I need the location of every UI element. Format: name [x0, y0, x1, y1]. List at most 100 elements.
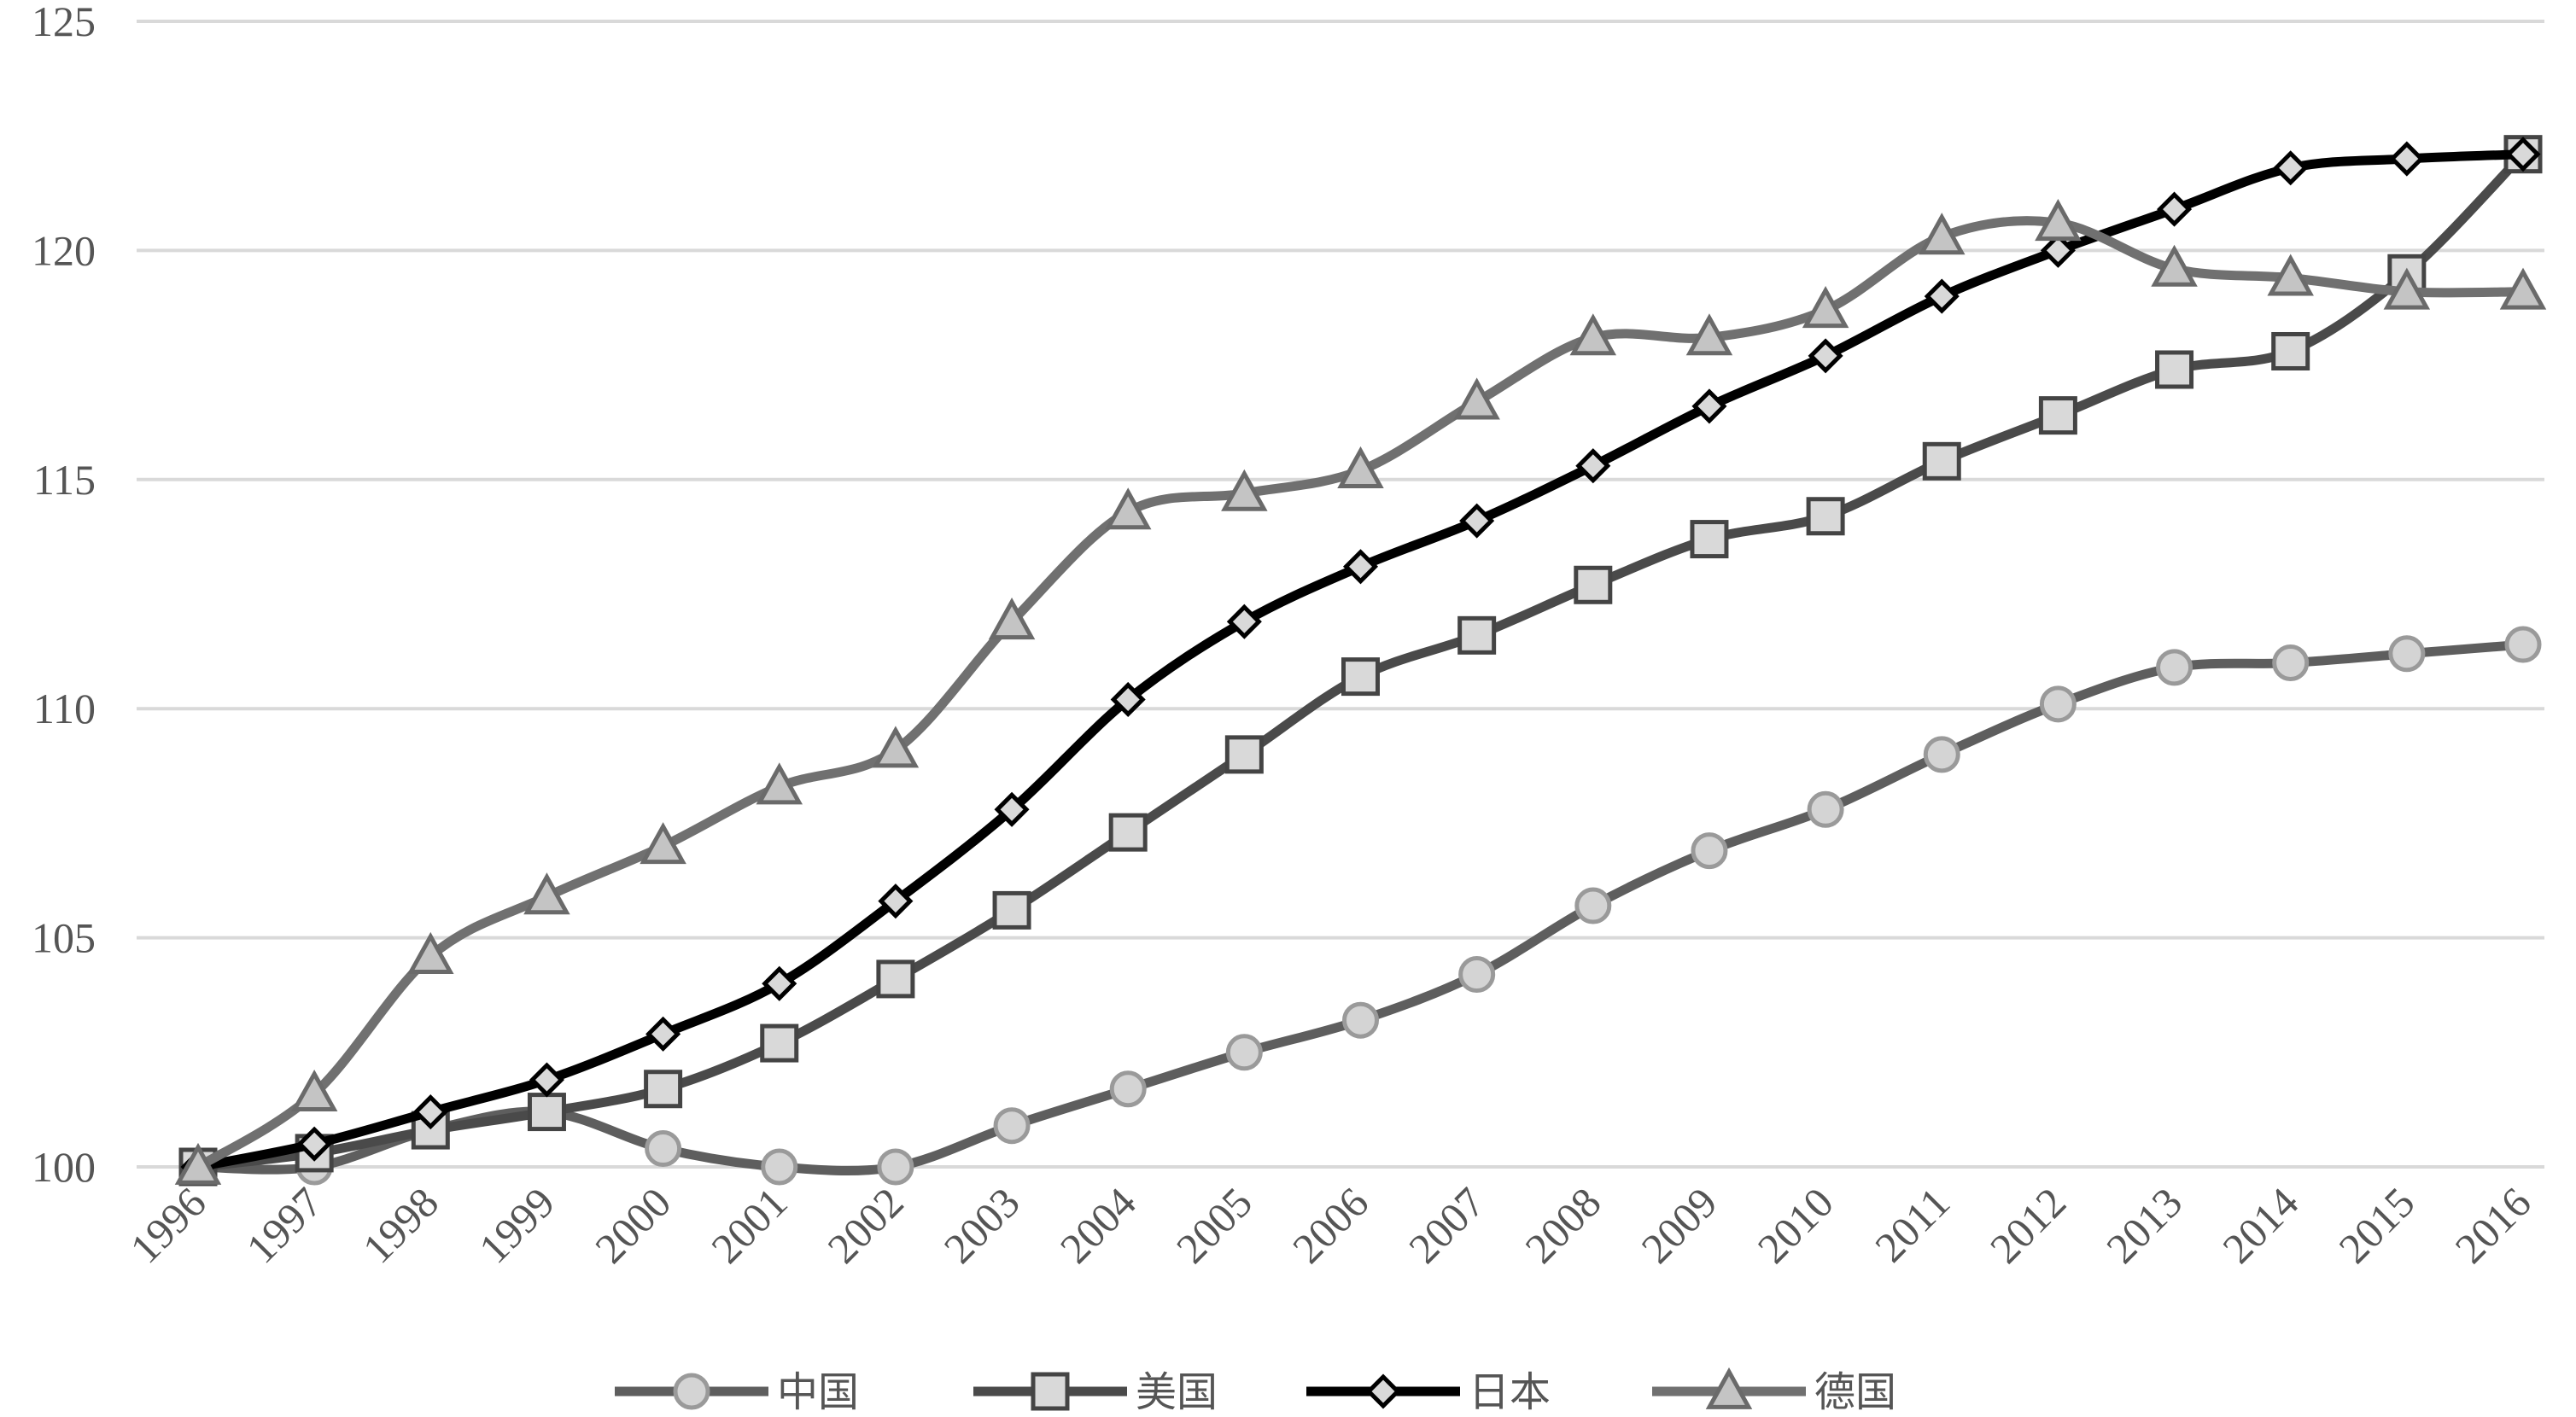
x-axis: 1996 1997 1998 1999 2000 2001 2002 2003 2004 2005… — [120, 1178, 2539, 1272]
y-tick-label: 110 — [33, 685, 96, 732]
data-point — [1342, 549, 1379, 585]
data-point — [2271, 331, 2310, 370]
data-point — [1691, 832, 1728, 870]
data-point — [877, 1148, 914, 1186]
data-point — [872, 726, 920, 768]
data-point — [1453, 377, 1500, 420]
x-tick-label: 1996 — [120, 1178, 214, 1272]
x-tick-label: 2001 — [702, 1178, 796, 1272]
data-point — [1458, 956, 1496, 994]
data-point — [762, 965, 797, 1001]
data-point — [1685, 313, 1733, 356]
data-point — [1110, 681, 1146, 717]
data-point — [645, 1016, 681, 1052]
data-point — [756, 762, 803, 805]
legend-item: 美国 — [973, 1368, 1218, 1416]
data-point — [1569, 313, 1617, 356]
data-point — [2272, 644, 2310, 682]
x-tick-label: 2014 — [2213, 1178, 2307, 1272]
legend-marker — [1031, 1372, 1070, 1411]
legend-label: 中国 — [777, 1368, 859, 1416]
data-point — [527, 1093, 566, 1132]
x-tick-label: 2008 — [1516, 1178, 1609, 1272]
data-point — [1342, 1001, 1379, 1039]
x-tick-label: 2015 — [2329, 1178, 2423, 1272]
data-point — [529, 1062, 564, 1098]
data-point — [1225, 1034, 1263, 1071]
data-point — [1574, 887, 1612, 924]
data-point — [2504, 626, 2542, 663]
x-tick-label: 1997 — [237, 1178, 331, 1272]
data-point — [1923, 736, 1960, 773]
x-tick-label: 2004 — [1051, 1178, 1145, 1272]
data-point — [645, 1130, 682, 1168]
x-tick-label: 2007 — [1399, 1178, 1493, 1272]
data-point — [988, 598, 1036, 640]
x-tick-label: 1999 — [470, 1178, 564, 1272]
legend-item: 日本 — [1306, 1368, 1551, 1416]
data-point — [2157, 191, 2193, 227]
y-axis: 100 105 110 115 120 125 — [32, 0, 96, 1191]
data-point — [1690, 520, 1729, 559]
data-point — [407, 931, 454, 974]
data-point — [2267, 254, 2314, 296]
x-tick-label: 2016 — [2445, 1178, 2539, 1272]
data-point — [1108, 813, 1148, 852]
x-tick-label: 2002 — [818, 1178, 912, 1272]
x-tick-label: 2009 — [1632, 1178, 1726, 1272]
data-point — [2388, 635, 2426, 673]
data-point — [1919, 213, 1966, 255]
x-tick-label: 2003 — [935, 1178, 1029, 1272]
data-point — [2389, 141, 2425, 177]
y-tick-label: 105 — [32, 914, 96, 962]
data-point — [1109, 1070, 1147, 1108]
legend-marker — [1705, 1367, 1753, 1409]
data-point — [2505, 137, 2541, 172]
x-tick-label: 2011 — [1866, 1178, 1959, 1271]
data-point — [1341, 657, 1380, 697]
data-point — [640, 822, 686, 865]
series-3 — [174, 199, 2547, 1185]
data-point — [644, 1070, 683, 1109]
data-point — [2156, 649, 2193, 686]
x-tick-label: 2013 — [2097, 1178, 2191, 1272]
data-point — [1802, 286, 1849, 329]
x-tick-label: 2006 — [1283, 1178, 1377, 1272]
legend-marker — [673, 1373, 710, 1410]
data-point — [1575, 448, 1611, 484]
y-tick-label: 100 — [32, 1143, 96, 1191]
data-point — [993, 1107, 1031, 1145]
y-tick-label: 125 — [32, 0, 96, 45]
legend-item: 德国 — [1652, 1367, 1896, 1416]
data-point — [876, 959, 915, 999]
data-point — [1806, 497, 1845, 536]
data-point — [1224, 735, 1264, 774]
legend-item: 中国 — [615, 1368, 859, 1416]
data-point — [2038, 396, 2077, 435]
series-2 — [180, 137, 2541, 1185]
data-point — [2499, 267, 2547, 310]
data-point — [2035, 199, 2082, 242]
x-tick-label: 2005 — [1167, 1178, 1261, 1272]
data-point — [523, 872, 570, 915]
data-point — [1337, 446, 1384, 488]
x-tick-label: 2012 — [1981, 1178, 2075, 1272]
data-point — [2155, 350, 2194, 389]
data-point — [2273, 150, 2309, 186]
legend-label: 德国 — [1814, 1368, 1896, 1416]
data-point — [290, 1069, 338, 1112]
data-point — [878, 883, 914, 919]
data-point — [1574, 565, 1613, 604]
x-tick-label: 1998 — [353, 1178, 447, 1272]
data-point — [992, 890, 1031, 930]
y-tick-label: 120 — [32, 226, 96, 274]
data-point — [2151, 244, 2198, 287]
data-point — [412, 1094, 448, 1130]
data-point — [1226, 604, 1262, 639]
data-point — [1924, 278, 1960, 314]
series-group — [174, 135, 2547, 1187]
data-point — [1922, 441, 1961, 481]
data-point — [1807, 790, 1844, 828]
data-point — [994, 791, 1030, 827]
